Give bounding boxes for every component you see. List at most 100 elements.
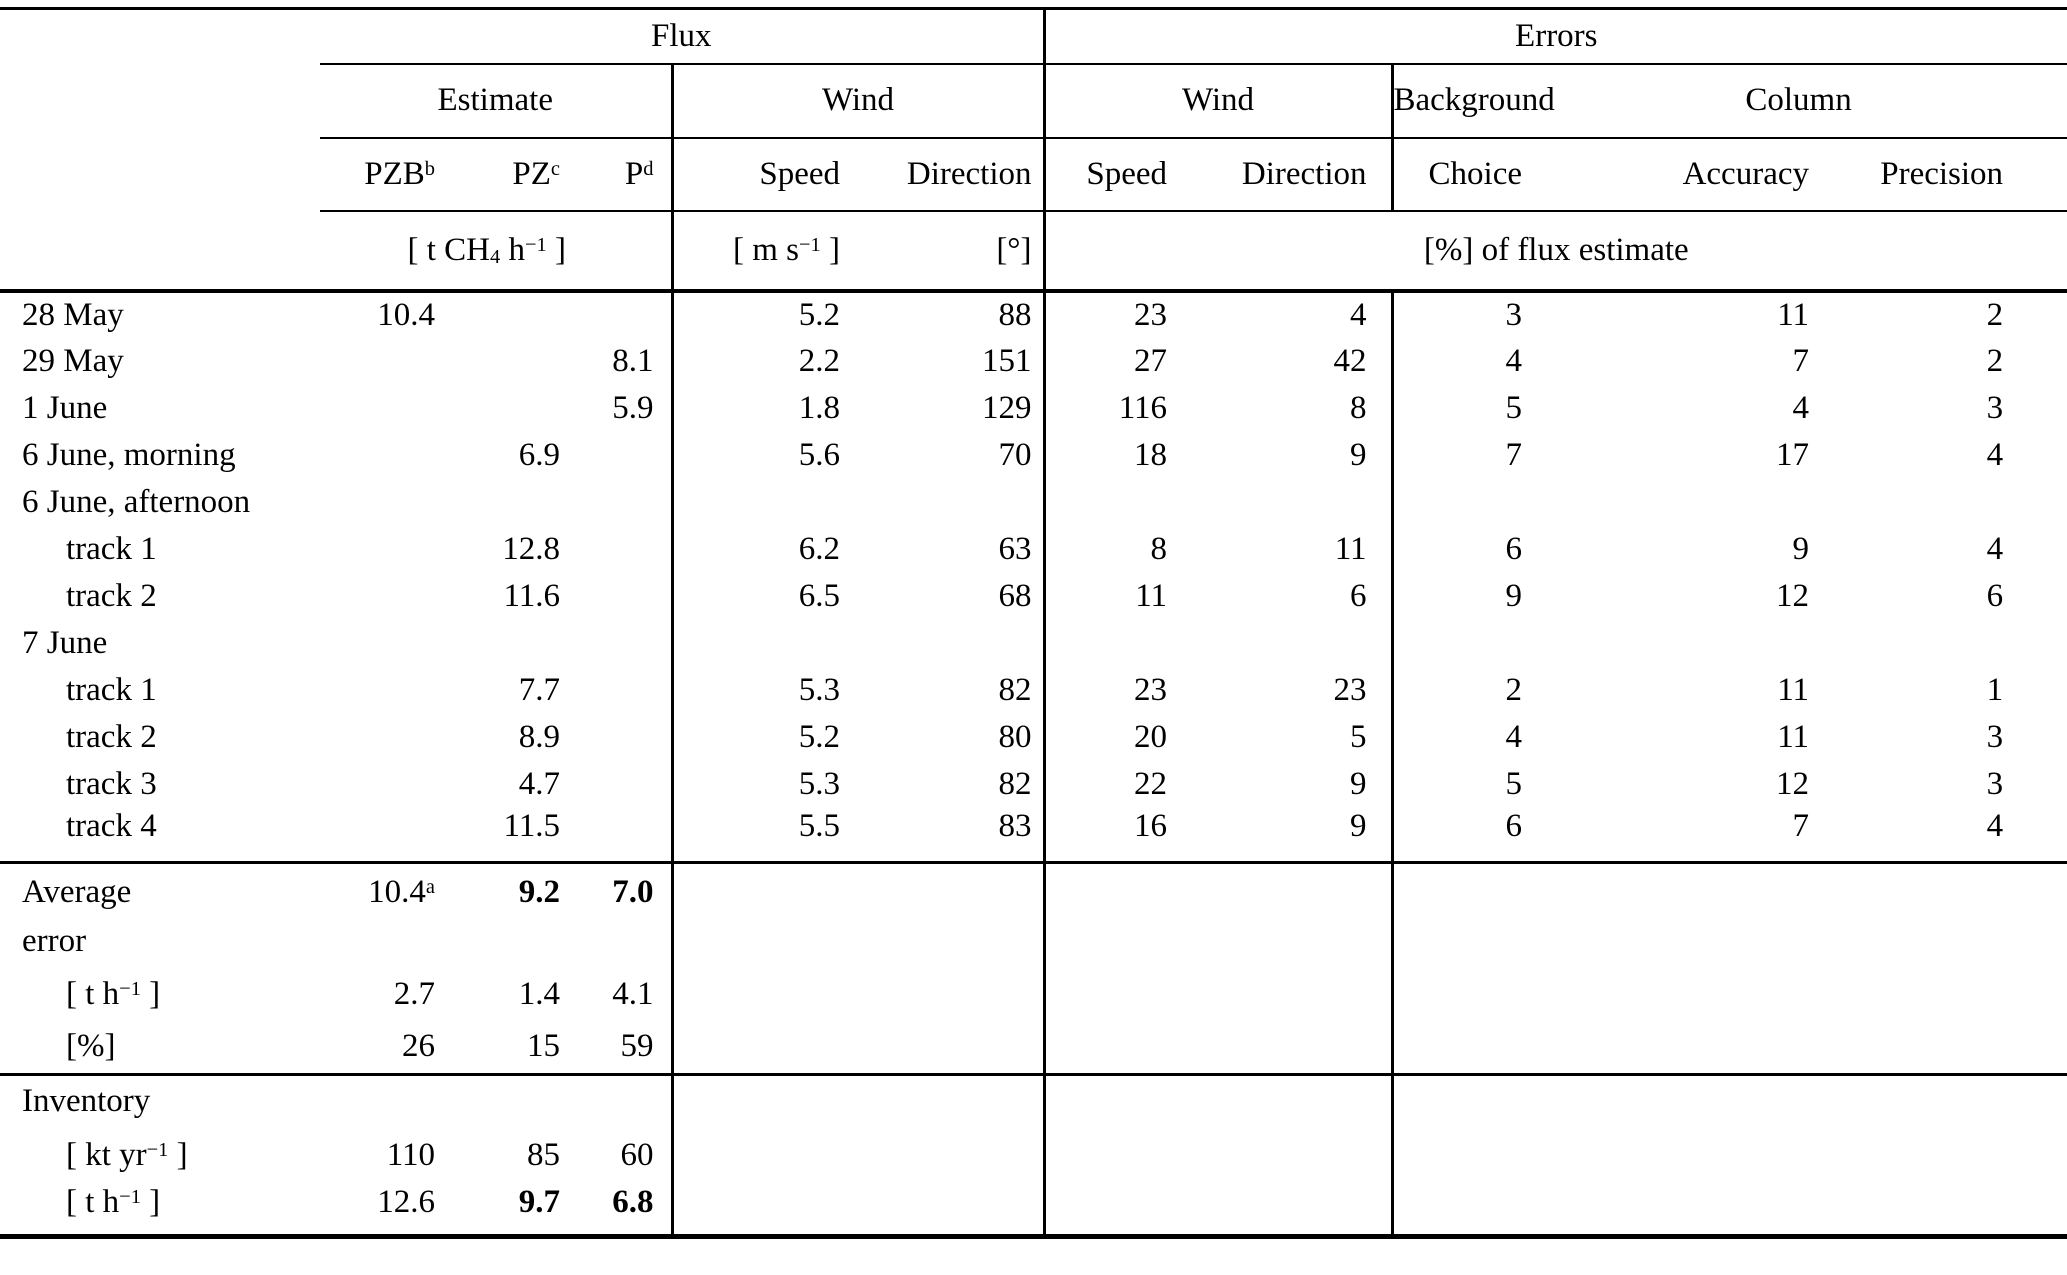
unit-exp: −1 bbox=[146, 1138, 169, 1161]
pz-value: 7.7 bbox=[518, 671, 560, 708]
err-choice: 2 bbox=[1505, 671, 1523, 708]
empty-cell bbox=[435, 915, 560, 968]
empty-cell bbox=[1167, 968, 1394, 1021]
p-value bbox=[560, 478, 674, 526]
col-header-flux-wind-direction: Direction bbox=[840, 137, 1046, 212]
pzb-value bbox=[320, 761, 435, 808]
error-th-row: [ t h−1 ] 2.7 1.4 4.1 bbox=[0, 968, 2067, 1021]
pz-footnote: c bbox=[550, 157, 560, 180]
pzb-footnote: b bbox=[424, 157, 435, 180]
flux-group-header: Flux bbox=[320, 8, 1044, 65]
wind-speed-unit: [ m s−1 ] bbox=[672, 210, 840, 293]
err-wind-direction: 9 bbox=[1167, 760, 1394, 808]
empty-cell bbox=[1392, 1021, 1530, 1074]
p-base: P bbox=[624, 155, 644, 192]
inventory-th-row: [ t h−1 ] 12.6 9.7 6.8 bbox=[0, 1182, 2067, 1236]
err-wind-speed: 27 bbox=[1134, 342, 1167, 379]
empty-cell bbox=[672, 1182, 840, 1236]
err-wind-direction: 4 bbox=[1167, 290, 1394, 338]
row-label: track 4 bbox=[66, 807, 157, 844]
err-accuracy: 11 bbox=[1777, 718, 1809, 755]
empty-cell bbox=[560, 1074, 674, 1128]
p-inventory-ktyr: 60 bbox=[560, 1128, 674, 1182]
row-label: [%] bbox=[66, 1028, 116, 1065]
average-section: Average 10.4a 9.2 7.0 error [ t h−1 ] 2.… bbox=[0, 862, 2067, 1074]
p-value bbox=[560, 525, 674, 573]
blank-cell bbox=[0, 210, 320, 293]
table-row: track 2 11.6 6.5 68 11 6 9 12 6 bbox=[0, 572, 2067, 620]
unit-text: [ t h bbox=[66, 976, 120, 1012]
pz-base: PZ bbox=[512, 155, 551, 192]
unit-text: ] bbox=[168, 1136, 188, 1173]
group-header-row-2: Estimate Wind Wind Background Column bbox=[0, 63, 2067, 139]
pzb-value: 10.4 bbox=[377, 296, 435, 333]
empty-cell bbox=[1392, 862, 1530, 915]
err-wind-direction bbox=[1167, 478, 1394, 526]
err-precision: 2 bbox=[1986, 342, 2004, 379]
empty-cell bbox=[672, 968, 840, 1021]
col-header-pzb: PZBb bbox=[320, 137, 435, 212]
err-wind-speed: 116 bbox=[1118, 389, 1167, 426]
wind-speed: 5.2 bbox=[798, 718, 840, 755]
wind-direction: 129 bbox=[840, 384, 1046, 432]
background-group-header: Background bbox=[1392, 63, 1555, 139]
row-label: 7 June bbox=[22, 624, 108, 661]
row-label: 1 June bbox=[22, 389, 108, 426]
wind-speed: 6.2 bbox=[798, 530, 840, 567]
empty-cell bbox=[1809, 1074, 2067, 1128]
err-choice bbox=[1392, 620, 1530, 667]
corner-blank bbox=[0, 9, 320, 64]
p-value bbox=[560, 666, 674, 714]
flux-wind-group-header: Wind bbox=[672, 63, 1046, 139]
flux-unit: [ t CH4 h−1 ] bbox=[320, 210, 674, 293]
err-accuracy: 12 bbox=[1776, 765, 1809, 802]
p-value bbox=[560, 760, 674, 808]
units-row: [ t CH4 h−1 ] [ m s−1 ] [°] [%] of flux … bbox=[0, 210, 2067, 293]
err-wind-direction: 9 bbox=[1167, 431, 1394, 479]
err-choice: 9 bbox=[1505, 577, 1523, 614]
err-accuracy: 17 bbox=[1776, 436, 1809, 473]
pz-inventory-ktyr: 85 bbox=[527, 1136, 560, 1173]
error-label-row: error bbox=[0, 915, 2067, 968]
pzb-average: 10.4a bbox=[320, 862, 435, 915]
row-label: track 1 bbox=[66, 530, 157, 567]
wind-direction: 83 bbox=[840, 807, 1046, 862]
flux-unit-text: ] bbox=[546, 231, 566, 268]
err-precision: 4 bbox=[1986, 436, 2004, 473]
pzb-inventory-th: 12.6 bbox=[377, 1184, 435, 1221]
wind-direction-unit: [°] bbox=[840, 210, 1046, 293]
errors-wind-group-header: Wind bbox=[1044, 63, 1394, 139]
empty-cell bbox=[1530, 1021, 1809, 1074]
inventory-label-row: Inventory bbox=[0, 1074, 2067, 1128]
p-error-th: 4.1 bbox=[560, 968, 674, 1021]
flux-unit-exp: −1 bbox=[524, 233, 547, 256]
empty-cell bbox=[1809, 1182, 2067, 1236]
empty-cell bbox=[1809, 915, 2067, 968]
err-choice: 6 bbox=[1505, 807, 1523, 844]
pz-value bbox=[435, 385, 560, 432]
err-choice: 5 bbox=[1505, 389, 1523, 426]
err-wind-speed: 16 bbox=[1134, 807, 1167, 844]
group-header-row-1: Flux Errors bbox=[0, 8, 2067, 65]
err-accuracy: 9 bbox=[1792, 530, 1810, 567]
empty-cell bbox=[320, 1074, 435, 1128]
err-precision: 4 bbox=[1986, 807, 2004, 844]
p-value bbox=[560, 619, 674, 667]
wind-direction: 82 bbox=[840, 760, 1046, 808]
empty-cell bbox=[1167, 1074, 1394, 1128]
pz-value: 6.9 bbox=[518, 436, 560, 473]
pzb-value bbox=[320, 667, 435, 714]
empty-cell bbox=[840, 862, 1046, 915]
err-wind-direction: 9 bbox=[1167, 807, 1394, 862]
err-wind-speed: 11 bbox=[1135, 577, 1167, 614]
err-wind-speed: 20 bbox=[1134, 718, 1167, 755]
pz-value bbox=[435, 620, 560, 667]
column-header-row: PZBb PZc Pd Speed Direction Speed Direct… bbox=[0, 137, 2067, 212]
blank-cell bbox=[0, 138, 320, 211]
pz-error-th: 1.4 bbox=[518, 976, 560, 1012]
row-label: 6 June, afternoon bbox=[22, 483, 251, 520]
col-header-p: Pd bbox=[560, 137, 674, 212]
data-rows: 28 May 10.4 5.2 88 23 4 3 11 2 29 May 8.1 2.2 151 27… bbox=[0, 290, 2067, 862]
empty-cell bbox=[1167, 1182, 1394, 1236]
err-wind-speed bbox=[1044, 620, 1167, 667]
